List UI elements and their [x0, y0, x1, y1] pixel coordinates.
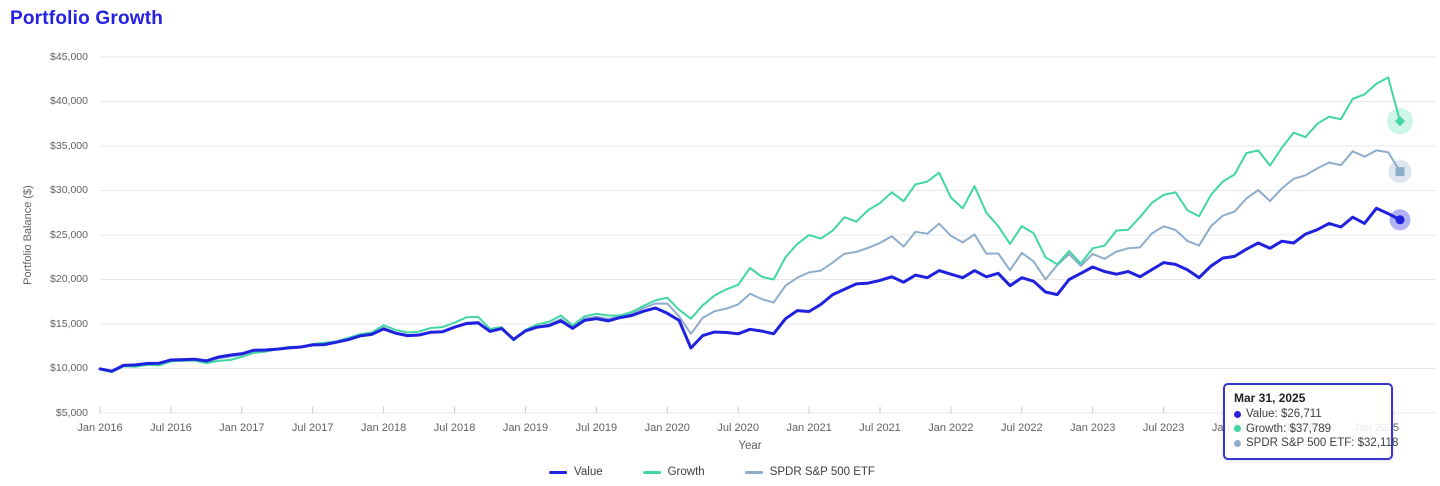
x-tick-label: Jul 2023	[1142, 422, 1185, 434]
tooltip: Mar 31, 2025 Value: $26,711 Growth: $37,…	[1223, 383, 1398, 460]
legend: Value Growth SPDR S&P 500 ETF	[549, 466, 875, 478]
series-line-value[interactable]	[98, 206, 1402, 373]
x-tick-label: Jul 2019	[575, 422, 618, 434]
tooltip-row-spdr: SPDR S&P 500 ETF: $32,118	[1234, 436, 1398, 451]
y-tick-label: $35,000	[50, 139, 88, 152]
x-tick-label: Jan 2020	[644, 422, 690, 434]
x-tick-label: Jul 2016	[150, 422, 192, 434]
legend-label-growth: Growth	[667, 466, 705, 478]
y-tick-label: $20,000	[50, 273, 88, 285]
y-tick-label: $45,000	[50, 50, 88, 63]
y-tick-label: $15,000	[50, 317, 88, 330]
value-line-swatch	[549, 470, 568, 474]
tooltip-growth-text: Growth: $37,789	[1246, 422, 1332, 435]
x-tick-label: Jan 2017	[219, 422, 265, 434]
growth-dot-icon	[1234, 425, 1241, 433]
x-tick-label: Jul 2020	[717, 422, 759, 434]
x-tick-label: Jul 2022	[1001, 422, 1043, 434]
x-tick-label: Jan 2019	[502, 422, 549, 434]
tooltip-row-growth: Growth: $37,789	[1234, 422, 1383, 437]
y-tick-label: $25,000	[50, 228, 88, 241]
x-tick-label: Jan 2016	[77, 422, 123, 434]
tooltip-value-text: Value: $26,711	[1246, 408, 1322, 420]
end-marker-growth[interactable]	[1395, 116, 1405, 127]
legend-item-value: Value	[549, 466, 603, 478]
end-marker-spdr-s-p-500-etf[interactable]	[1395, 167, 1405, 177]
end-marker-value[interactable]	[1395, 215, 1405, 225]
x-tick-label: Jan 2021	[786, 422, 832, 434]
y-tick-label: $10,000	[50, 362, 88, 374]
value-dot-icon	[1234, 410, 1241, 418]
y-tick-label: $5,000	[55, 406, 88, 419]
spdr-dot-icon	[1234, 439, 1241, 447]
y-tick-label: $40,000	[50, 95, 88, 107]
x-tick-label: Jul 2018	[433, 422, 476, 434]
tooltip-spdr-text: SPDR S&P 500 ETF: $32,118	[1246, 437, 1399, 449]
series-line-spdr-s-p-500-etf[interactable]	[99, 149, 1401, 373]
x-tick-label: Jul 2017	[291, 422, 334, 434]
x-tick-label: Jul 2021	[859, 422, 901, 434]
growth-line-swatch	[642, 470, 661, 474]
x-tick-label: Jan 2018	[360, 422, 407, 434]
legend-item-spdr: SPDR S&P 500 ETF	[744, 466, 875, 478]
y-tick-label: $30,000	[50, 184, 88, 196]
page-title: Portfolio Growth	[10, 8, 164, 29]
x-tick-label: Jan 2023	[1070, 422, 1116, 434]
x-axis-title: Year	[738, 440, 762, 452]
tooltip-row-value: Value: $26,711	[1234, 407, 1383, 422]
spdr-line-swatch	[744, 470, 763, 474]
tooltip-date: Mar 31, 2025	[1234, 391, 1306, 405]
legend-label-spdr: SPDR S&P 500 ETF	[769, 466, 875, 478]
legend-label-value: Value	[574, 466, 603, 478]
legend-item-growth: Growth	[642, 466, 705, 478]
x-tick-label: Jan 2022	[928, 422, 974, 434]
